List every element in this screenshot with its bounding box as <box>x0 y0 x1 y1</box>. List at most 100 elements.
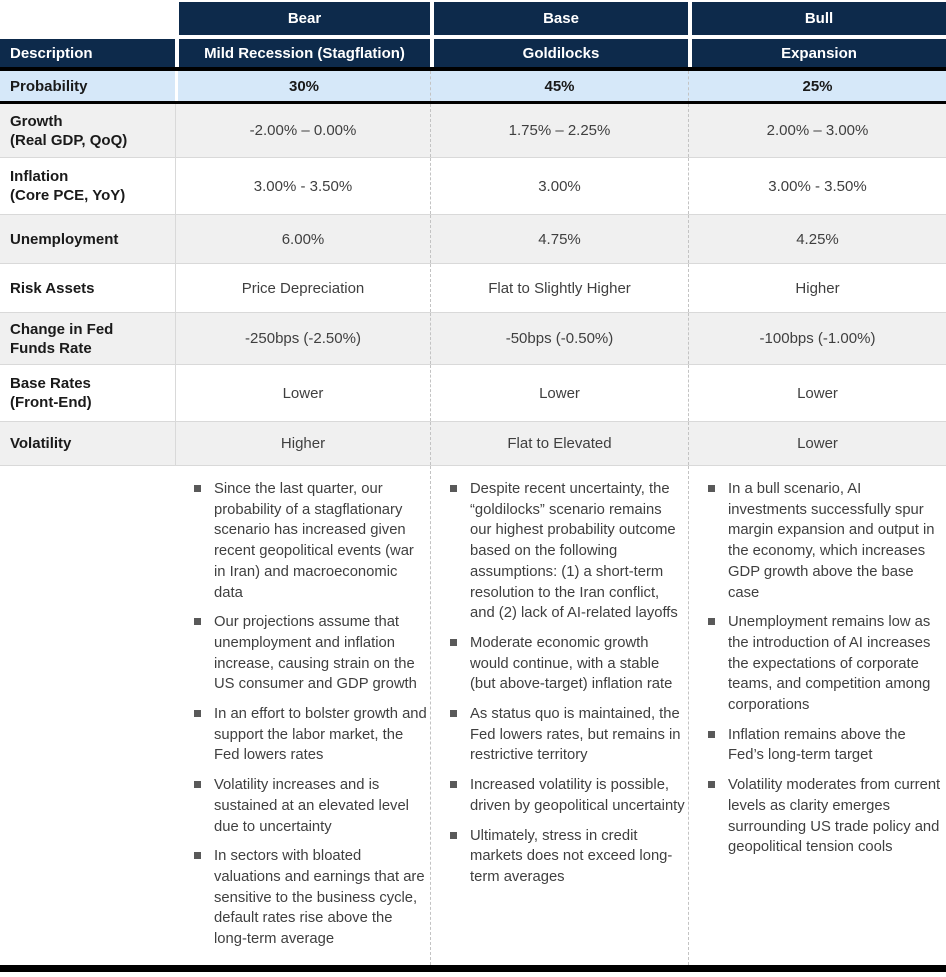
commentary-spacer <box>0 466 175 965</box>
bullet-text: Volatility moderates from current levels… <box>728 777 941 856</box>
bullet-item: Unemployment remains low as the introduc… <box>708 612 943 716</box>
growth-bear: -2.00% – 0.00% <box>175 104 430 157</box>
corner-cell <box>0 2 175 35</box>
bullet-text: Since the last quarter, our probability … <box>214 481 414 601</box>
bullet-item: As status quo is maintained, the Fed low… <box>450 704 685 766</box>
square-bullet-icon <box>194 618 201 626</box>
scenario-header-base: Base <box>430 2 688 35</box>
bullet-item: Our projections assume that unemployment… <box>194 612 427 695</box>
volatility-bull: Lower <box>688 422 946 465</box>
risk-assets-bull: Higher <box>688 264 946 312</box>
bullet-item: Volatility increases and is sustained at… <box>194 775 427 837</box>
description-label: Description <box>0 39 175 67</box>
fed-funds-bull: -100bps (-1.00%) <box>688 313 946 364</box>
row-label-probability: Probability <box>10 77 88 95</box>
description-bear: Mild Recession (Stagflation) <box>175 39 430 67</box>
fed-funds-base: -50bps (-0.50%) <box>430 313 688 364</box>
scenario-header-bull: Bull <box>688 2 946 35</box>
bullet-text: In sectors with bloated valuations and e… <box>214 848 425 948</box>
metric-row-risk-assets: Risk Assets Price Depreciation Flat to S… <box>0 264 946 313</box>
header-gap <box>0 35 946 39</box>
metric-row-fed-funds: Change in Fed Funds Rate -250bps (-2.50%… <box>0 313 946 365</box>
square-bullet-icon <box>450 710 457 718</box>
unemployment-bull: 4.25% <box>688 215 946 263</box>
square-bullet-icon <box>450 781 457 789</box>
base-rates-bull: Lower <box>688 365 946 421</box>
square-bullet-icon <box>194 852 201 860</box>
bullet-text: Moderate economic growth would continue,… <box>470 634 673 693</box>
commentary-section: Since the last quarter, our probability … <box>0 466 946 965</box>
inflation-bull: 3.00% - 3.50% <box>688 158 946 214</box>
bullet-item: Since the last quarter, our probability … <box>194 479 427 603</box>
bullet-text: Increased volatility is possible, driven… <box>470 777 685 814</box>
metric-row-inflation: Inflation (Core PCE, YoY) 3.00% - 3.50% … <box>0 158 946 215</box>
probability-bull: 25% <box>688 71 946 101</box>
square-bullet-icon <box>708 730 715 738</box>
square-bullet-icon <box>194 710 201 718</box>
bullet-item: Increased volatility is possible, driven… <box>450 775 685 816</box>
bullet-text: Inflation remains above the Fed’s long-t… <box>728 726 906 764</box>
bullet-item: Volatility moderates from current levels… <box>708 775 943 858</box>
fed-funds-bear: -250bps (-2.50%) <box>175 313 430 364</box>
risk-assets-base: Flat to Slightly Higher <box>430 264 688 312</box>
description-bull: Expansion <box>688 39 946 67</box>
bullet-text: In an effort to bolster growth and suppo… <box>214 706 427 764</box>
commentary-bear: Since the last quarter, our probability … <box>175 466 430 965</box>
bullet-item: Inflation remains above the Fed’s long-t… <box>708 725 943 766</box>
growth-bull: 2.00% – 3.00% <box>688 104 946 157</box>
square-bullet-icon <box>450 638 457 646</box>
probability-bear: 30% <box>175 71 430 101</box>
unemployment-base: 4.75% <box>430 215 688 263</box>
bullet-item: Despite recent uncertainty, the “goldilo… <box>450 479 685 624</box>
bullet-text: Ultimately, stress in credit markets doe… <box>470 827 673 885</box>
square-bullet-icon <box>194 781 201 789</box>
unemployment-bear: 6.00% <box>175 215 430 263</box>
row-label-inflation: Inflation (Core PCE, YoY) <box>10 168 126 204</box>
growth-base: 1.75% – 2.25% <box>430 104 688 157</box>
probability-base: 45% <box>430 71 688 101</box>
bottom-rule <box>0 964 946 972</box>
bullet-text: In a bull scenario, AI investments succe… <box>728 481 935 601</box>
bullet-item: In sectors with bloated valuations and e… <box>194 846 427 950</box>
volatility-base: Flat to Elevated <box>430 422 688 465</box>
inflation-bear: 3.00% - 3.50% <box>175 158 430 214</box>
row-label-unemployment: Unemployment <box>10 230 119 248</box>
bullet-item: Moderate economic growth would continue,… <box>450 633 685 695</box>
divider-rule <box>0 101 946 104</box>
square-bullet-icon <box>450 831 457 839</box>
bullet-item: Ultimately, stress in credit markets doe… <box>450 826 685 888</box>
square-bullet-icon <box>708 781 715 789</box>
row-label-risk-assets: Risk Assets <box>10 279 95 297</box>
base-rates-base: Lower <box>430 365 688 421</box>
square-bullet-icon <box>708 485 715 492</box>
square-bullet-icon <box>194 485 201 492</box>
bullet-text: As status quo is maintained, the Fed low… <box>470 706 681 764</box>
description-row: Description Mild Recession (Stagflation)… <box>0 39 946 67</box>
bullet-item: In a bull scenario, AI investments succe… <box>708 479 943 603</box>
scenario-header-bear: Bear <box>175 2 430 35</box>
volatility-bear: Higher <box>175 422 430 465</box>
metric-row-base-rates: Base Rates (Front-End) Lower Lower Lower <box>0 365 946 422</box>
divider-rule <box>0 67 946 71</box>
inflation-base: 3.00% <box>430 158 688 214</box>
bullet-text: Our projections assume that unemployment… <box>214 614 417 693</box>
commentary-base: Despite recent uncertainty, the “goldilo… <box>430 466 688 965</box>
bullet-text: Despite recent uncertainty, the “goldilo… <box>470 481 678 622</box>
base-rates-bear: Lower <box>175 365 430 421</box>
bullet-item: In an effort to bolster growth and suppo… <box>194 704 427 766</box>
row-label-volatility: Volatility <box>10 435 72 452</box>
metric-row-growth: Growth (Real GDP, QoQ) -2.00% – 0.00% 1.… <box>0 104 946 158</box>
row-label-base-rates: Base Rates (Front-End) <box>10 375 92 411</box>
square-bullet-icon <box>708 618 715 626</box>
row-label-growth: Growth (Real GDP, QoQ) <box>10 112 128 149</box>
row-label-fed-funds: Change in Fed Funds Rate <box>10 320 114 357</box>
metric-row-unemployment: Unemployment 6.00% 4.75% 4.25% <box>0 215 946 264</box>
probability-row: Probability 30% 45% 25% <box>0 71 946 101</box>
bullet-text: Unemployment remains low as the introduc… <box>728 614 931 714</box>
commentary-bull: In a bull scenario, AI investments succe… <box>688 466 946 965</box>
scenario-header-row: Bear Base Bull <box>0 2 946 35</box>
risk-assets-bear: Price Depreciation <box>175 264 430 312</box>
bullet-text: Volatility increases and is sustained at… <box>214 777 409 835</box>
description-base: Goldilocks <box>430 39 688 67</box>
